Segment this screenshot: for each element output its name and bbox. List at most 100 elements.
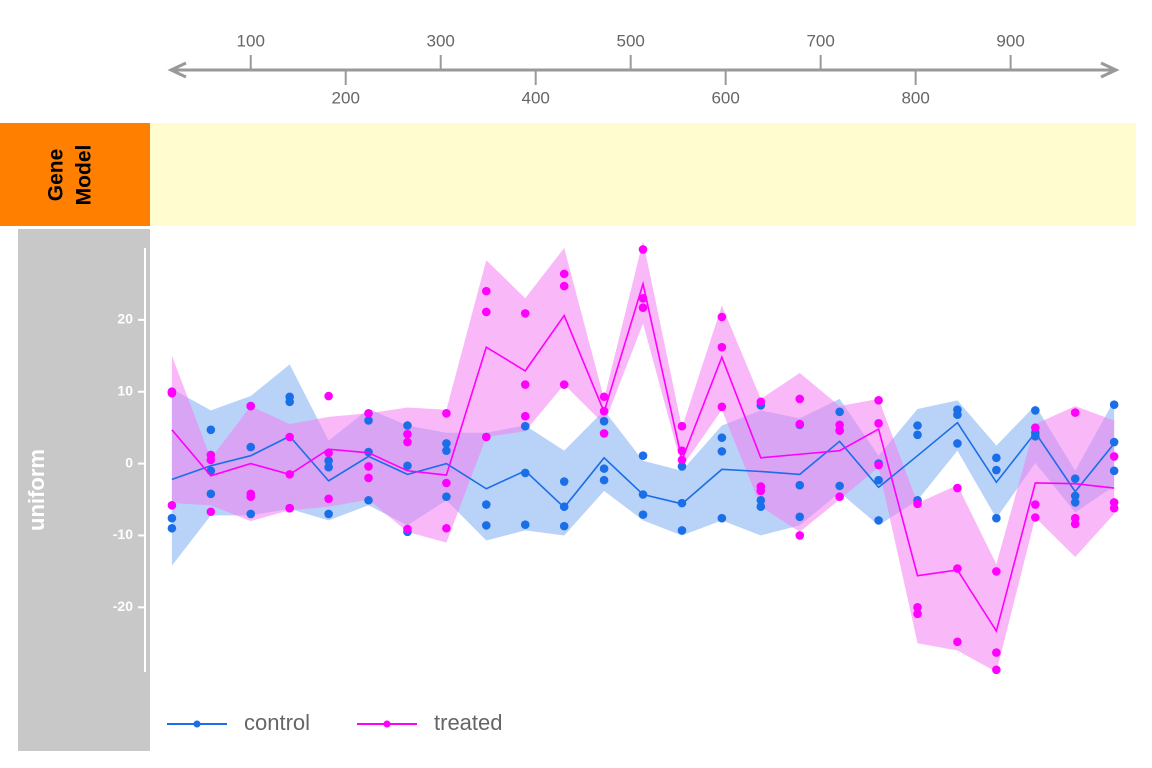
data-point [638,303,648,312]
data-point [1070,474,1080,483]
data-point [992,465,1001,475]
data-point [835,492,844,501]
data-point [520,421,530,431]
data-point [599,429,609,438]
data-point [206,455,216,465]
legend-label: control [244,710,310,735]
data-point [364,462,373,471]
axis-tick-label: 700 [806,31,834,50]
data-point [795,480,805,490]
data-point [717,312,727,322]
data-point [559,477,569,486]
legend-label: treated [434,710,503,735]
data-point [717,513,727,523]
data-point [206,507,216,517]
axis-tick-label: 400 [522,88,550,107]
data-point [481,521,491,530]
data-point [1070,498,1080,507]
track-title: Model [73,145,96,206]
data-point [442,492,451,501]
data-point [324,456,333,466]
data-point [756,486,766,496]
data-point [246,442,256,452]
legend-marker [383,720,391,728]
data-point [1109,437,1119,447]
data-point [677,455,687,465]
data-point [599,416,609,426]
data-point [520,309,530,318]
data-point [285,432,294,442]
data-point [992,665,1001,675]
data-point [874,516,883,525]
data-point [520,520,530,529]
axis-tick-label: 300 [427,31,455,50]
data-point [1031,500,1040,509]
data-point [795,531,805,540]
data-point [677,526,687,535]
data-point [1109,452,1119,461]
data-point [953,564,962,573]
data-point [324,462,333,472]
track-title-panel [0,123,150,226]
axis-tick-label: 800 [901,88,929,107]
axis-arrow [1100,61,1120,79]
data-point [403,421,412,430]
data-point [1031,513,1040,522]
data-point [638,490,648,499]
data-point [795,394,805,404]
axis-tick-label: 100 [237,31,265,50]
y-tick-label: 10 [117,382,133,398]
data-point [677,421,687,431]
data-point [481,432,491,442]
data-point [324,494,333,504]
data-point [717,447,727,456]
data-point [364,416,373,425]
data-point [953,439,962,448]
data-point [638,245,648,254]
data-point [481,500,491,509]
data-point [285,470,294,479]
data-point [756,397,766,407]
data-point [835,426,844,435]
track-background [150,123,1136,226]
data-point [795,512,805,522]
data-point [992,567,1001,576]
axis-tick-label: 500 [616,31,644,50]
data-point [1109,400,1119,409]
data-point [403,429,412,439]
data-point [167,523,177,533]
data-point [285,397,294,407]
legend-marker [193,720,201,728]
data-point [285,503,294,513]
data-point [835,407,844,417]
data-point [324,391,333,401]
confidence-band [171,240,1115,673]
data-point [246,492,256,501]
data-point [559,521,569,531]
data-point [992,453,1001,463]
data-point [559,281,569,291]
data-point [756,502,766,512]
data-point [756,495,766,505]
data-point [1070,519,1080,529]
y-tick-label: 20 [117,311,133,327]
data-point [599,464,609,473]
data-point [1070,408,1080,417]
data-point [638,294,648,303]
data-point [520,411,530,421]
data-point [599,475,609,485]
data-point [481,307,491,317]
data-point [167,500,177,510]
y-tick-label: 0 [125,454,133,470]
data-point [953,410,962,420]
axis-tick-label: 900 [996,31,1024,50]
track-title-panel [18,229,150,751]
data-point [874,460,883,470]
data-point [913,421,922,430]
data-point [677,446,687,455]
data-point [1031,406,1040,415]
data-point [246,401,256,411]
data-point [520,380,530,389]
data-point [559,502,569,512]
data-point [835,481,844,491]
